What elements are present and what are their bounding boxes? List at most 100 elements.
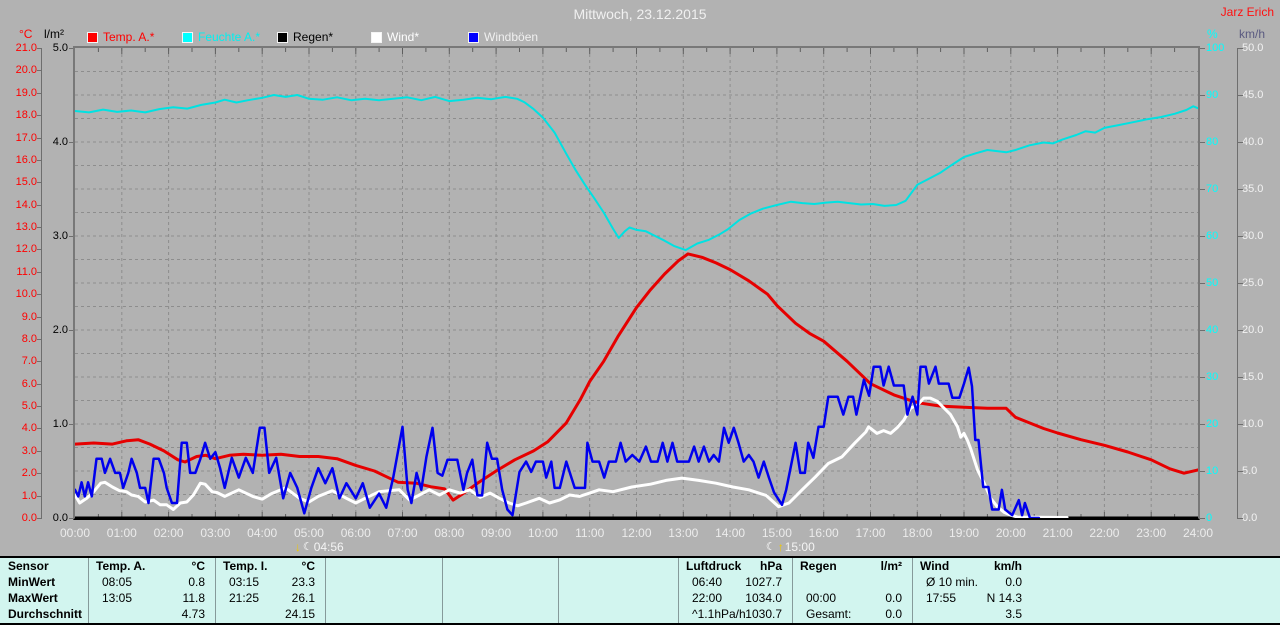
rain-axis-tick-label: 3.0 (52, 230, 68, 242)
table-row-label: MaxWert (8, 591, 58, 605)
table-column-separator (912, 558, 913, 623)
x-axis-label: 12:00 (621, 526, 652, 540)
wind-axis-unit: km/h (1239, 27, 1266, 41)
temp-axis-tick-label: 4.0 (21, 422, 37, 435)
wind-axis-tick-label: 50.0 (1242, 42, 1264, 54)
x-axis-label: 14:00 (715, 526, 746, 540)
legend-swatch-icon (87, 31, 98, 43)
legend-label: Temp. A.* (103, 30, 155, 44)
temp-axis-tick-label: 6.0 (21, 377, 37, 390)
table-column-separator (88, 558, 89, 623)
table-header-wind: Wind (920, 559, 950, 573)
humidity-axis-tick-label: 40 (1206, 324, 1219, 336)
wind-axis-tick (1238, 471, 1243, 472)
table-header-temp-a: Temp. A. (96, 559, 146, 573)
table-cell-time: 08:05 (102, 575, 133, 589)
moon-icon: ☾ (302, 541, 313, 553)
table-row-label: MinWert (8, 575, 56, 589)
temp-axis-tick (37, 316, 42, 318)
x-axis-label: 13:00 (668, 526, 699, 540)
table-column-separator (792, 558, 793, 623)
wind-axis-tick-label: 30.0 (1242, 230, 1264, 242)
temp-axis-tick (37, 204, 42, 206)
humidity-axis-tick (1199, 236, 1205, 237)
humidity-axis-unit: % (1207, 27, 1218, 41)
legend-swatch-icon (277, 31, 288, 43)
humidity-axis-tick-label: 80 (1206, 136, 1219, 148)
hour-ticks (97, 48, 1176, 518)
rain-axis-tick (69, 142, 75, 143)
temp-axis-tick (37, 182, 42, 184)
wind-axis-tick-label: 45.0 (1242, 89, 1264, 101)
temp-axis-tick-label: 19.0 (15, 86, 37, 99)
wind-axis-tick-label: 15.0 (1242, 371, 1264, 383)
tempa-line (75, 252, 1198, 502)
chart-canvas (75, 48, 1198, 518)
humidity-axis-tick-label: 20 (1206, 418, 1219, 430)
summary-table: Sensor MinWert MaxWert Durchschnitt Temp. A.… (0, 556, 1280, 625)
arrow-up-icon: ↑ (777, 540, 784, 554)
table-cell-time: 17:55 (926, 591, 957, 605)
table-cell-time: Ø 10 min. (926, 575, 979, 589)
x-axis-label: 18:00 (902, 526, 933, 540)
temp-axis-tick (37, 137, 42, 139)
x-axis-label: 10:00 (527, 526, 558, 540)
legend-swatch-icon (182, 31, 193, 43)
table-cell-value: 26.1 (291, 591, 315, 605)
rain-axis-tick (69, 424, 75, 425)
humidity-axis-tick (1199, 424, 1205, 425)
wind-axis-tick (1238, 330, 1243, 331)
temp-axis-tick-label: 11.0 (16, 265, 37, 278)
rain-axis-tick-label: 1.0 (52, 418, 68, 430)
wind-axis-tick (1238, 95, 1243, 96)
temp-axis-tick-label: 3.0 (21, 444, 37, 457)
table-cell-time: ^1.1hPa/h (692, 607, 746, 621)
chart-title: Mittwoch, 23.12.2015 (573, 6, 707, 22)
wind-axis-tick-label: 5.0 (1242, 465, 1258, 477)
x-axis-label: 16:00 (808, 526, 839, 540)
temp-axis-tick (37, 271, 42, 273)
table-cell-value: 0.0 (1005, 575, 1022, 589)
table-cell-time: 13:05 (102, 591, 133, 605)
temp-axis-tick (37, 338, 42, 340)
table-row-label: Durchschnitt (8, 607, 83, 621)
temp-axis-line (41, 48, 42, 519)
table-header-luftdruck: Luftdruck (686, 559, 742, 573)
temp-axis-tick (37, 450, 42, 452)
temp-axis-tick (37, 115, 42, 117)
table-header-temp-i: Temp. I. (223, 559, 268, 573)
x-axis-label: 17:00 (855, 526, 886, 540)
legend-label: Wind* (387, 30, 420, 44)
table-header-sensor: Sensor (8, 559, 49, 573)
x-axis-label: 22:00 (1089, 526, 1120, 540)
x-axis-label: 20:00 (995, 526, 1026, 540)
table-cell-value: 24.15 (284, 607, 315, 621)
rain-axis-tick (69, 48, 75, 49)
table-header-regen: Regen (800, 559, 837, 573)
wind-axis-tick-label: 35.0 (1242, 183, 1264, 195)
temp-axis-tick-label: 20.0 (15, 64, 37, 77)
humidity-axis-tick (1199, 377, 1205, 378)
rain-axis-tick-label: 2.0 (52, 324, 68, 336)
temp-axis-tick (37, 159, 42, 161)
temp-axis-tick (37, 249, 42, 251)
humidity-axis-tick (1199, 48, 1205, 49)
humidity-axis-tick-label: 10 (1206, 465, 1219, 477)
temp-axis-tick-label: 14.0 (15, 198, 37, 211)
x-axis-label: 19:00 (949, 526, 980, 540)
temp-axis-tick-label: 5.0 (21, 400, 37, 413)
moon-icon: ☾ (765, 541, 776, 553)
x-axis-label: 07:00 (387, 526, 418, 540)
table-cell-time: 21:25 (229, 591, 260, 605)
x-axis-label: 05:00 (293, 526, 324, 540)
x-axis-label: 23:00 (1136, 526, 1167, 540)
humidity-axis-tick-label: 100 (1206, 42, 1225, 54)
table-header-unit-luftdruck: hPa (759, 559, 782, 573)
humidity-axis-tick-label: 90 (1206, 89, 1219, 101)
table-cell-value: 23.3 (291, 575, 315, 589)
humidity-axis-tick (1199, 330, 1205, 331)
legend-label: Regen* (293, 30, 334, 44)
table-cell-value: 3.5 (1005, 607, 1022, 621)
table-column-separator (325, 558, 326, 623)
temp-axis-tick-label: 18.0 (15, 109, 37, 122)
